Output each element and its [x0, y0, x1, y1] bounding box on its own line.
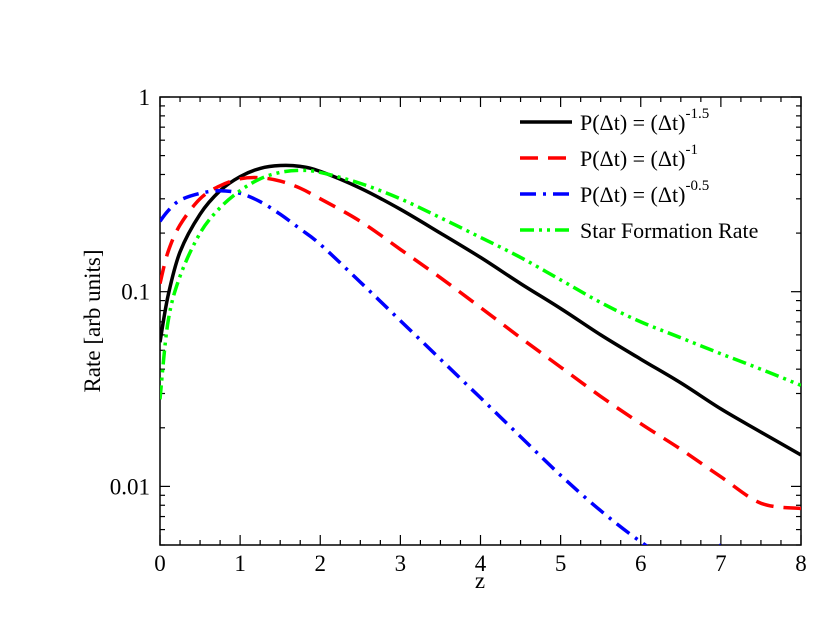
series-line-2	[160, 175, 801, 511]
tick-labels: 0 1 2 3 4 5 6 7 8 0.01 0.1 1	[110, 85, 807, 576]
y-tick-label: 1	[139, 85, 151, 110]
x-tick-label: 1	[234, 551, 246, 576]
x-tick-label: 6	[635, 551, 647, 576]
series-line-1	[160, 163, 801, 457]
legend-label-exponent: -0.5	[685, 178, 709, 194]
x-tick-label: 5	[555, 551, 567, 576]
x-tick-label: 4	[475, 551, 487, 576]
x-tick-label: 3	[395, 551, 407, 576]
series-line-4	[160, 168, 801, 400]
plot-frame	[159, 96, 802, 546]
axis-ticks	[159, 96, 802, 546]
series-line-3	[160, 188, 721, 545]
y-axis-label: Rate [arb units]	[80, 249, 105, 392]
y-tick-label: 0.1	[121, 280, 150, 305]
legend: P(Δt) = (Δt)-1.5P(Δt) = (Δt)-1P(Δt) = (Δ…	[520, 106, 758, 243]
x-tick-label: 7	[715, 551, 727, 576]
x-tick-label: 8	[795, 551, 807, 576]
legend-label-2: P(Δt) = (Δt)-1	[580, 142, 698, 171]
legend-label-3: P(Δt) = (Δt)-0.5	[580, 178, 709, 207]
series-layer	[160, 163, 801, 545]
legend-label-1: P(Δt) = (Δt)-1.5	[580, 106, 709, 135]
legend-label-exponent: -1.5	[685, 106, 709, 122]
x-tick-label: 0	[154, 551, 166, 576]
legend-label-text: P(Δt) = (Δt)	[580, 182, 685, 207]
legend-label-text: P(Δt) = (Δt)	[580, 110, 685, 135]
legend-label-text: Star Formation Rate	[580, 218, 758, 243]
legend-label-4: Star Formation Rate	[580, 218, 758, 243]
y-tick-label: 0.01	[110, 474, 150, 499]
plot-area-border	[159, 96, 802, 546]
x-tick-label: 2	[315, 551, 327, 576]
x-axis-label: z	[475, 568, 485, 593]
legend-label-text: P(Δt) = (Δt)	[580, 146, 685, 171]
legend-label-exponent: -1	[685, 142, 698, 158]
